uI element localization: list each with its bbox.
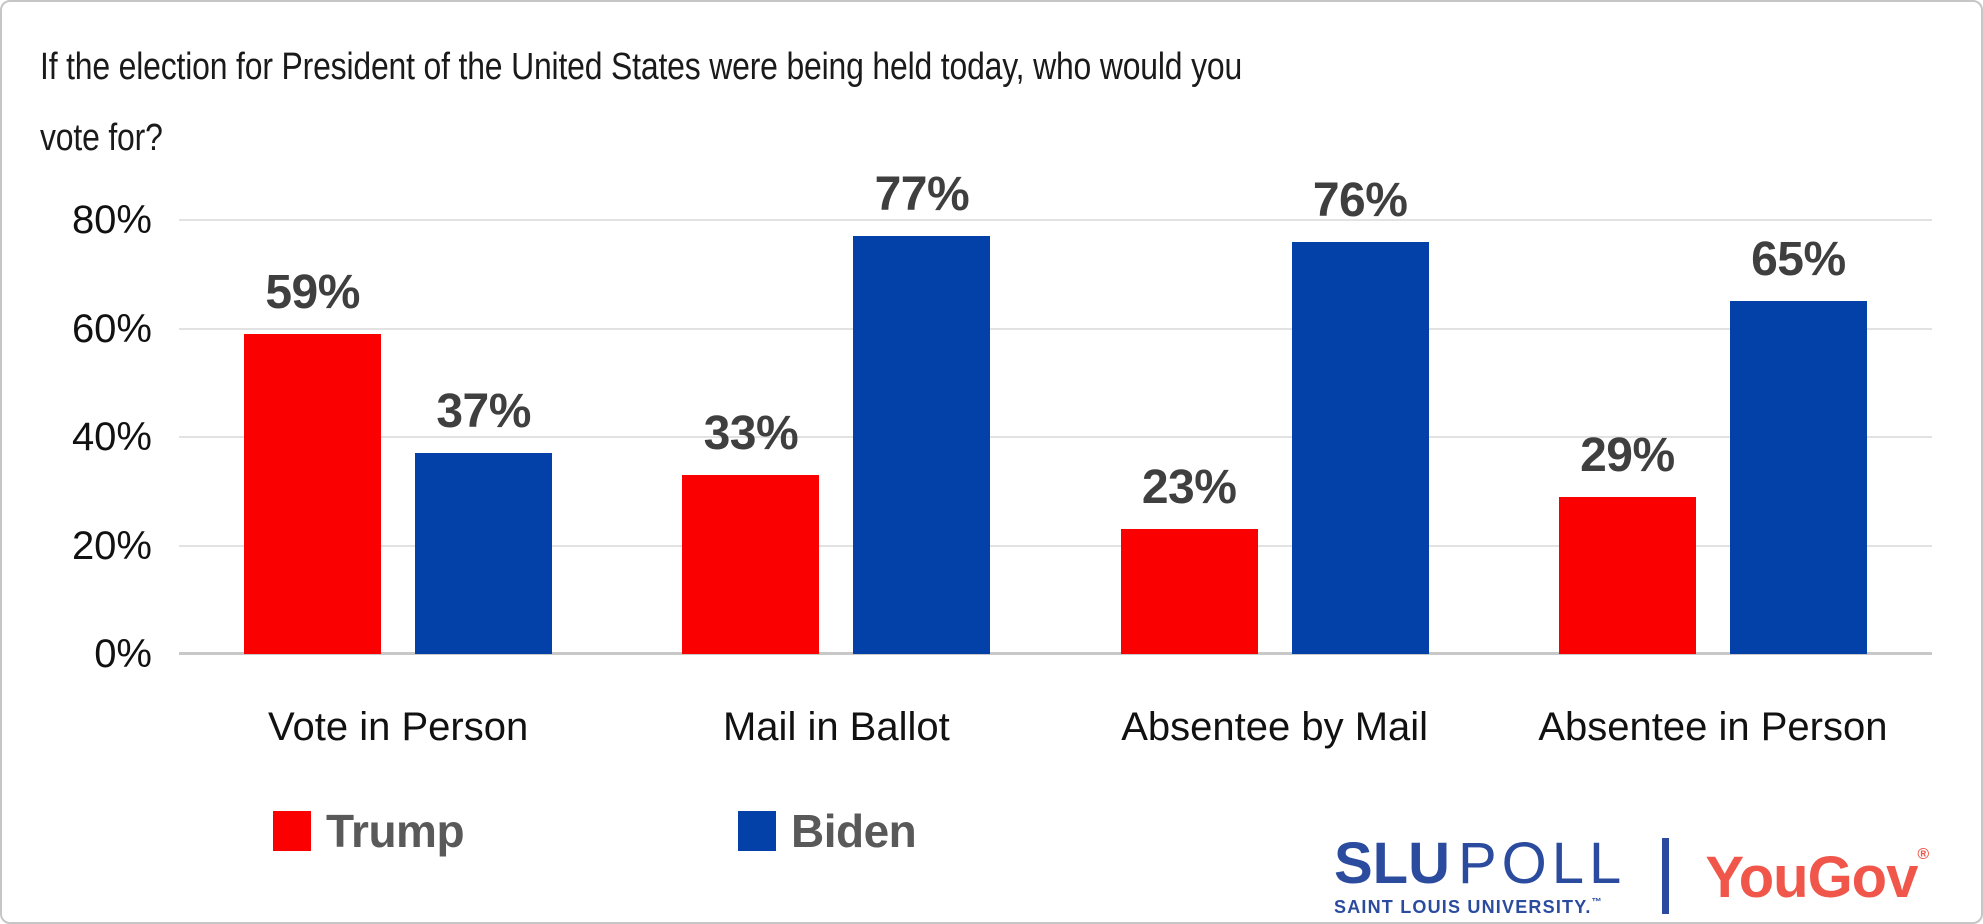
trump-data-label: 59% bbox=[265, 265, 360, 319]
slu-text: SLU bbox=[1334, 831, 1450, 896]
chart-title-line-1: If the election for President of the Uni… bbox=[40, 46, 1243, 88]
legend-item-trump: Trump bbox=[273, 804, 465, 858]
y-axis-tick-label: 40% bbox=[71, 415, 152, 459]
category-label: Absentee in Person bbox=[1538, 705, 1888, 749]
yougov-text: YouGov bbox=[1705, 845, 1918, 910]
biden-data-label: 65% bbox=[1751, 233, 1846, 287]
y-axis-tick-label: 20% bbox=[71, 523, 152, 568]
category-label: Vote in Person bbox=[268, 705, 529, 749]
chart-title-line-2: vote for? bbox=[40, 117, 163, 159]
biden-bar bbox=[415, 453, 553, 654]
trump-bar bbox=[1120, 529, 1258, 654]
category-label: Absentee by Mail bbox=[1121, 705, 1429, 749]
y-axis-tick-label: 80% bbox=[71, 198, 152, 242]
y-axis-tick-label: 0% bbox=[94, 632, 152, 676]
legend-item-biden: Biden bbox=[738, 804, 917, 858]
branding: SLU POLL SAINT LOUIS UNIVERSITY.™ YouGov® bbox=[1334, 835, 1929, 918]
chart-title: If the election for President of the Uni… bbox=[40, 32, 1242, 174]
registered-symbol: ® bbox=[1917, 846, 1929, 863]
slu-poll-logo: SLU POLL SAINT LOUIS UNIVERSITY.™ bbox=[1334, 835, 1626, 918]
trump-data-label: 33% bbox=[703, 406, 799, 460]
biden-data-label: 37% bbox=[436, 385, 531, 439]
slu-subtitle: SAINT LOUIS UNIVERSITY.™ bbox=[1334, 897, 1626, 918]
biden-bar bbox=[1729, 301, 1867, 654]
trump-legend-swatch bbox=[273, 811, 311, 851]
trump-bar bbox=[1558, 496, 1696, 654]
trump-legend-label: Trump bbox=[326, 805, 465, 857]
trump-data-label: 29% bbox=[1580, 428, 1675, 482]
gridline bbox=[179, 327, 1932, 330]
y-axis-tick-label: 60% bbox=[71, 306, 152, 351]
poll-text: POLL bbox=[1458, 831, 1627, 896]
gridline bbox=[179, 219, 1932, 221]
biden-legend-swatch bbox=[738, 811, 776, 851]
biden-legend-label: Biden bbox=[791, 805, 917, 857]
slu-poll-wordmark: SLU POLL bbox=[1334, 835, 1626, 893]
trademark-symbol: ™ bbox=[1591, 897, 1603, 908]
biden-data-label: 77% bbox=[874, 168, 970, 222]
biden-data-label: 76% bbox=[1312, 173, 1408, 227]
category-label: Mail in Ballot bbox=[722, 705, 950, 749]
gridline bbox=[179, 436, 1932, 438]
trump-bar bbox=[682, 474, 820, 654]
gridline bbox=[179, 544, 1932, 547]
plot-area: 80% 60% 40% 20% 0% Vote in Person 59% 37% Mail i… bbox=[72, 168, 1932, 749]
trump-data-label: 23% bbox=[1141, 461, 1237, 515]
biden-bar bbox=[1291, 241, 1429, 654]
slu-subtitle-text: SAINT LOUIS UNIVERSITY. bbox=[1334, 897, 1592, 917]
x-axis-baseline bbox=[179, 652, 1932, 655]
biden-bar bbox=[853, 236, 991, 654]
trump-bar bbox=[244, 333, 382, 654]
yougov-logo: YouGov® bbox=[1705, 844, 1929, 911]
logo-separator-bar bbox=[1662, 838, 1670, 914]
